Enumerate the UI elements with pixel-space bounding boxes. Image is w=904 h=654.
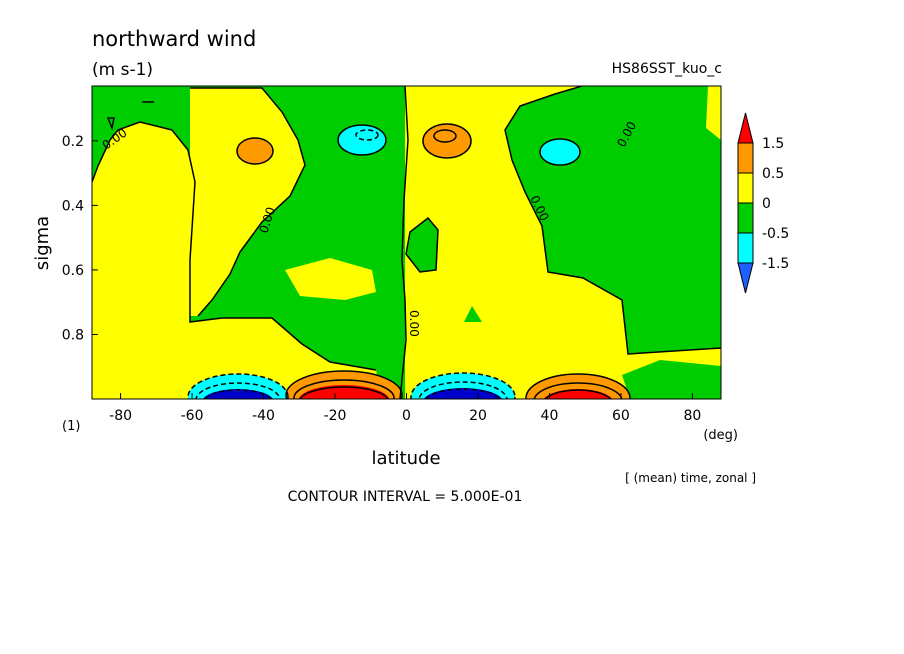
contour-upper-nh-max-inner [433,129,457,143]
nh-polar-strip [706,86,721,140]
x-axis-title: latitude [371,448,440,469]
contour-sfc-nh-pos-1 [525,373,631,399]
contour-sfc-sh-neg-2 [195,382,281,399]
colorbar-swatch [737,262,754,294]
chart-units: (m s-1) [92,60,153,80]
x-tick-label: -20 [324,408,347,424]
sh-upper-tongue [190,88,305,316]
upper-sh-maximum [237,138,273,164]
colorbar-label: 0 [762,196,771,212]
colorbar-swatch [737,172,754,204]
negative-islands [335,218,721,399]
contour-sfc-sh-neg-1 [187,373,289,399]
contour-sfc-sh-pos-1 [285,370,403,399]
contour-lines [92,86,721,399]
y-tick-label: 0.8 [62,327,84,343]
contour-sfc-nh-neg-2 [418,381,508,399]
contour-sfc-sh-pos-2 [293,379,395,399]
averaging-note: [ (mean) time, zonal ] [625,471,756,485]
colorbar-label: 0.5 [762,166,784,182]
x-tick-label: 0 [402,408,411,424]
contour-sfc-nh-pos-3 [544,389,612,399]
x-axis: -80 -60 -40 -20 0 20 40 60 80 [109,393,701,424]
sfc-nh-negative-core [423,388,503,399]
midlevel-positive-island [285,258,376,300]
positive-regions [92,86,721,399]
contour-sfc-nh-pos-2 [533,382,623,399]
colorbar-swatch [737,142,754,174]
upper-nh-minimum [540,139,580,165]
contour-interval: CONTOUR INTERVAL = 5.000E-01 [288,489,523,505]
colorbar-swatch [737,202,754,234]
colorbar-label: -1.5 [762,256,789,272]
y-tick-label: 0.2 [62,134,84,150]
colorbar-swatch [737,232,754,264]
contour-upper-nh-max [422,123,472,159]
x-tick-label: 20 [469,408,487,424]
sfc-nh-positive-outer [526,374,630,399]
contour-upper-sh-min [337,124,387,156]
contour-sfc-nh-neg-1 [410,372,516,399]
y-tick-label: 0.6 [62,263,84,279]
x-tick-label: 80 [683,408,701,424]
zero-contour-sh-polar [92,121,377,371]
x-tick-label: -40 [252,408,275,424]
x-axis-unit: (deg) [703,428,738,443]
x-tick-label: 40 [541,408,559,424]
zero-contour-sh-upper [190,87,306,317]
y-axis: 0.2 0.4 0.6 0.8 [62,134,98,343]
nh-green-island [406,218,438,272]
run-name: HS86SST_kuo_c [612,61,722,77]
nh-main-positive [405,86,721,399]
zero-contour-equator [399,86,409,399]
chart-title: northward wind [92,27,256,51]
zero-contour-nh-island [405,216,439,273]
x-tick-label: 60 [612,408,630,424]
plot-area: 0.00 0.00 0.00 0.00 0.00 [92,86,721,399]
colorbar-swatch [737,112,754,144]
sh-green-spot [335,310,348,322]
contour-sfc-sh-neg-3 [204,389,272,399]
contour-sfc-sh-pos-3 [299,386,389,399]
colorbar-label: 1.5 [762,136,784,152]
nh-green-spot [464,306,482,322]
colorbar-label: -0.5 [762,226,789,242]
x-tick-label: -60 [181,408,204,424]
contour-upper-sh-max [236,137,274,165]
contour-upper-nh-min [539,138,581,166]
contour-fragment-b [106,117,115,131]
x-tick-label: -80 [109,408,132,424]
contour-label: 0.00 [407,310,421,337]
zero-contour-nh [504,86,721,355]
colorbar: 1.5 0.5 0 -0.5 -1.5 [737,112,789,294]
y-axis-title: sigma [32,216,53,270]
nh-lower-green [622,360,721,399]
contour-upper-sh-min-inner [355,129,379,141]
sh-polar-positive [92,122,382,399]
y-tick-label: 0.4 [62,198,84,214]
panel-index: (1) [62,419,80,434]
